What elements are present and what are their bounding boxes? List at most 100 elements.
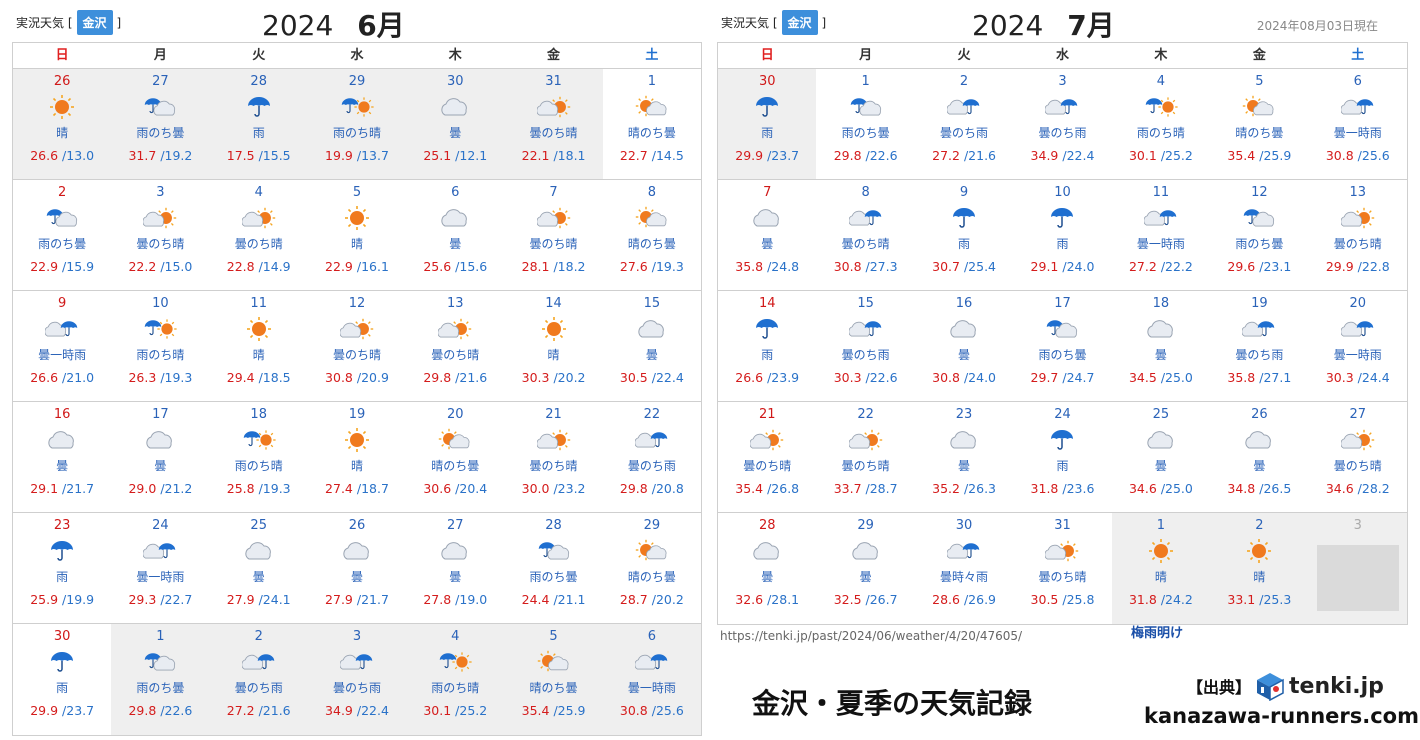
day-cell[interactable]: 27 曇のち晴 34.6 /28.2 [1308, 402, 1407, 512]
high-temp: 30.1 [423, 703, 452, 718]
day-cell[interactable]: 30 曇 25.1 /12.1 [406, 69, 505, 179]
day-cell[interactable]: 4 雨のち晴 30.1 /25.2 [1111, 69, 1211, 179]
day-cell[interactable]: 8 晴のち曇 27.6 /19.3 [602, 180, 701, 290]
source-url[interactable]: https://tenki.jp/past/2024/06/weather/4/… [720, 629, 1023, 643]
day-cell[interactable]: 12 曇のち晴 30.8 /20.9 [307, 291, 407, 401]
day-cell[interactable]: 13 曇のち晴 29.8 /21.6 [406, 291, 505, 401]
day-cell[interactable]: 24 曇一時雨 29.3 /22.7 [111, 513, 210, 623]
day-cell[interactable]: 5 晴のち曇 35.4 /25.9 [504, 624, 603, 735]
day-cell[interactable]: 27 曇 27.8 /19.0 [406, 513, 505, 623]
day-cell[interactable]: 30 雨 29.9 /23.7 [13, 624, 112, 735]
weather-condition: 曇 [154, 459, 167, 473]
day-number: 18 [1152, 296, 1170, 311]
day-cell[interactable]: 18 曇 34.5 /25.0 [1111, 291, 1211, 401]
day-cell[interactable]: 3 曇のち雨 34.9 /22.4 [1013, 69, 1112, 179]
weather-condition: 曇のち晴 [841, 237, 890, 251]
day-cell[interactable]: 14 雨 26.6 /23.9 [718, 291, 817, 401]
day-cell[interactable]: 18 雨のち晴 25.8 /19.3 [209, 402, 308, 512]
day-cell[interactable]: 11 晴 29.4 /18.5 [209, 291, 308, 401]
day-cell[interactable]: 7 曇のち晴 28.1 /18.2 [504, 180, 603, 290]
low-temp: /19.9 [62, 592, 95, 607]
day-cell[interactable]: 4 曇のち晴 22.8 /14.9 [209, 180, 308, 290]
day-cell[interactable]: 13 曇のち晴 29.9 /22.8 [1308, 180, 1407, 290]
day-number: 23 [53, 518, 71, 533]
day-cell[interactable]: 21 曇のち晴 35.4 /26.8 [718, 402, 817, 512]
day-cell[interactable]: 9 曇一時雨 26.6 /21.0 [13, 291, 112, 401]
day-cell[interactable]: 4 雨のち晴 30.1 /25.2 [406, 624, 505, 735]
day-cell[interactable]: 17 雨のち曇 29.7 /24.7 [1013, 291, 1112, 401]
day-cell[interactable]: 6 曇一時雨 30.8 /25.6 [602, 624, 701, 735]
day-cell[interactable]: 26 曇 27.9 /21.7 [307, 513, 407, 623]
cloud-sun-weather-icon [438, 318, 472, 340]
day-cell[interactable]: 1 雨のち曇 29.8 /22.6 [111, 624, 210, 735]
low-temp: /15.0 [160, 259, 193, 274]
day-cell[interactable]: 2 曇のち雨 27.2 /21.6 [209, 624, 308, 735]
day-cell[interactable]: 3 [1308, 513, 1407, 624]
day-cell[interactable]: 31 曇のち晴 30.5 /25.8 [1013, 513, 1112, 624]
day-cell[interactable]: 23 雨 25.9 /19.9 [13, 513, 112, 623]
day-cell[interactable]: 2 曇のち雨 27.2 /21.6 [914, 69, 1014, 179]
day-cell[interactable]: 28 曇 32.6 /28.1 [718, 513, 817, 624]
day-cell[interactable]: 29 曇 32.5 /26.7 [816, 513, 915, 624]
day-cell[interactable]: 17 曇 29.0 /21.2 [111, 402, 210, 512]
day-cell[interactable]: 27 雨のち曇 31.7 /19.2 [111, 69, 210, 179]
day-cell[interactable]: 29 雨のち晴 19.9 /13.7 [307, 69, 407, 179]
day-cell[interactable]: 21 曇のち晴 30.0 /23.2 [504, 402, 603, 512]
day-cell[interactable]: 19 曇のち雨 35.8 /27.1 [1210, 291, 1309, 401]
location-badge[interactable]: 金沢 [781, 10, 818, 35]
day-cell[interactable]: 24 雨 31.8 /23.6 [1013, 402, 1112, 512]
day-cell[interactable]: 25 曇 34.6 /25.0 [1111, 402, 1211, 512]
day-cell[interactable]: 7 曇 35.8 /24.8 [718, 180, 817, 290]
day-cell[interactable]: 1 晴 31.8 /24.2 [1111, 513, 1211, 624]
day-cell[interactable]: 19 晴 27.4 /18.7 [307, 402, 407, 512]
day-cell[interactable]: 3 曇のち雨 34.9 /22.4 [307, 624, 407, 735]
high-temp: 30.7 [932, 259, 960, 274]
day-cell[interactable]: 31 曇のち晴 22.1 /18.1 [504, 69, 603, 179]
day-cell[interactable]: 29 晴のち曇 28.7 /20.2 [602, 513, 701, 623]
day-cell[interactable]: 10 雨 29.1 /24.0 [1013, 180, 1112, 290]
day-cell[interactable]: 1 雨のち曇 29.8 /22.6 [816, 69, 915, 179]
day-cell[interactable]: 15 曇のち雨 30.3 /22.6 [816, 291, 915, 401]
day-cell[interactable]: 12 雨のち曇 29.6 /23.1 [1210, 180, 1309, 290]
day-cell[interactable]: 2 晴 33.1 /25.3 [1210, 513, 1309, 624]
day-cell[interactable]: 15 曇 30.5 /22.4 [602, 291, 701, 401]
location-badge[interactable]: 金沢 [76, 10, 113, 35]
temperature: 35.4 /26.8 [718, 481, 816, 496]
day-number: 6 [647, 629, 656, 644]
day-cell[interactable]: 26 晴 26.6 /13.0 [13, 69, 112, 179]
day-cell[interactable]: 30 雨 29.9 /23.7 [718, 69, 817, 179]
cloud-rain-weather-icon [1045, 99, 1078, 115]
day-cell[interactable]: 5 晴のち曇 35.4 /25.9 [1210, 69, 1309, 179]
low-temp: /13.7 [356, 148, 389, 163]
day-cell[interactable]: 8 曇のち晴 30.8 /27.3 [816, 180, 915, 290]
day-cell[interactable]: 28 雨 17.5 /15.5 [209, 69, 308, 179]
cloud-rain-weather-icon [1340, 321, 1374, 337]
temperature: 30.5 /25.8 [1013, 592, 1111, 607]
day-cell[interactable]: 16 曇 29.1 /21.7 [13, 402, 112, 512]
day-cell[interactable]: 9 雨 30.7 /25.4 [914, 180, 1014, 290]
day-cell[interactable]: 25 曇 27.9 /24.1 [209, 513, 308, 623]
day-cell[interactable]: 11 曇一時雨 27.2 /22.2 [1111, 180, 1211, 290]
weather-condition: 晴 [56, 126, 69, 140]
day-cell[interactable]: 20 曇一時雨 30.3 /24.4 [1308, 291, 1407, 401]
day-cell[interactable]: 20 晴のち曇 30.6 /20.4 [406, 402, 505, 512]
day-cell[interactable]: 6 曇一時雨 30.8 /25.6 [1308, 69, 1407, 179]
day-cell[interactable]: 28 雨のち曇 24.4 /21.1 [504, 513, 603, 623]
day-cell[interactable]: 22 曇のち雨 29.8 /20.8 [602, 402, 701, 512]
day-cell[interactable]: 5 晴 22.9 /16.1 [307, 180, 407, 290]
day-cell[interactable]: 6 曇 25.6 /15.6 [406, 180, 505, 290]
day-number: 31 [545, 74, 562, 89]
day-cell[interactable]: 22 曇のち晴 33.7 /28.7 [816, 402, 915, 512]
cloud-sun-weather-icon [848, 429, 882, 451]
day-cell[interactable]: 10 雨のち晴 26.3 /19.3 [111, 291, 210, 401]
weather-condition: 曇のち雨 [332, 681, 381, 695]
day-cell[interactable]: 23 曇 35.2 /26.3 [914, 402, 1014, 512]
day-cell[interactable]: 3 曇のち晴 22.2 /15.0 [111, 180, 210, 290]
day-cell[interactable]: 14 晴 30.3 /20.2 [504, 291, 603, 401]
day-cell[interactable]: 2 雨のち曇 22.9 /15.9 [13, 180, 112, 290]
day-cell[interactable]: 16 曇 30.8 /24.0 [914, 291, 1014, 401]
day-cell[interactable]: 26 曇 34.8 /26.5 [1210, 402, 1309, 512]
day-cell[interactable]: 30 曇時々雨 28.6 /26.9 [914, 513, 1014, 624]
day-cell[interactable]: 1 晴のち曇 22.7 /14.5 [602, 69, 701, 179]
weather-condition: 曇一時雨 [38, 348, 87, 362]
